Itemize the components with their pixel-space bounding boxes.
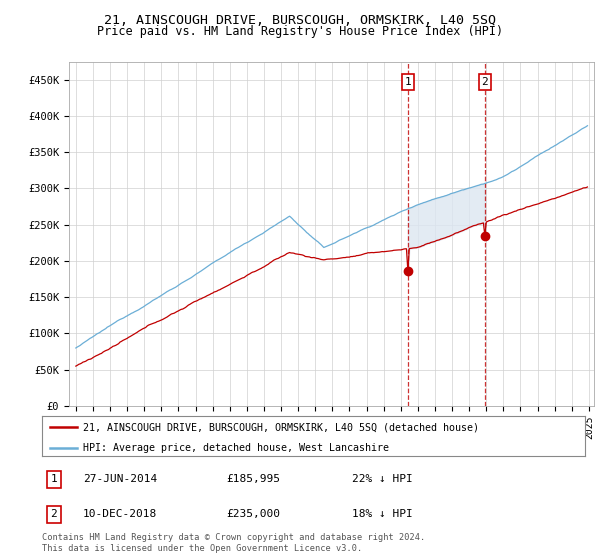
Text: 21, AINSCOUGH DRIVE, BURSCOUGH, ORMSKIRK, L40 5SQ (detached house): 21, AINSCOUGH DRIVE, BURSCOUGH, ORMSKIRK…: [83, 422, 479, 432]
Text: HPI: Average price, detached house, West Lancashire: HPI: Average price, detached house, West…: [83, 442, 389, 452]
Text: 2: 2: [481, 77, 488, 87]
Text: 22% ↓ HPI: 22% ↓ HPI: [352, 474, 412, 484]
Text: 10-DEC-2018: 10-DEC-2018: [83, 509, 157, 519]
Text: £235,000: £235,000: [227, 509, 281, 519]
Text: £185,995: £185,995: [227, 474, 281, 484]
Text: 2: 2: [50, 509, 58, 519]
Text: 27-JUN-2014: 27-JUN-2014: [83, 474, 157, 484]
Text: 1: 1: [404, 77, 411, 87]
Text: 21, AINSCOUGH DRIVE, BURSCOUGH, ORMSKIRK, L40 5SQ: 21, AINSCOUGH DRIVE, BURSCOUGH, ORMSKIRK…: [104, 14, 496, 27]
Text: 1: 1: [50, 474, 58, 484]
Text: Price paid vs. HM Land Registry's House Price Index (HPI): Price paid vs. HM Land Registry's House …: [97, 25, 503, 38]
Text: Contains HM Land Registry data © Crown copyright and database right 2024.
This d: Contains HM Land Registry data © Crown c…: [42, 533, 425, 553]
Text: 18% ↓ HPI: 18% ↓ HPI: [352, 509, 412, 519]
